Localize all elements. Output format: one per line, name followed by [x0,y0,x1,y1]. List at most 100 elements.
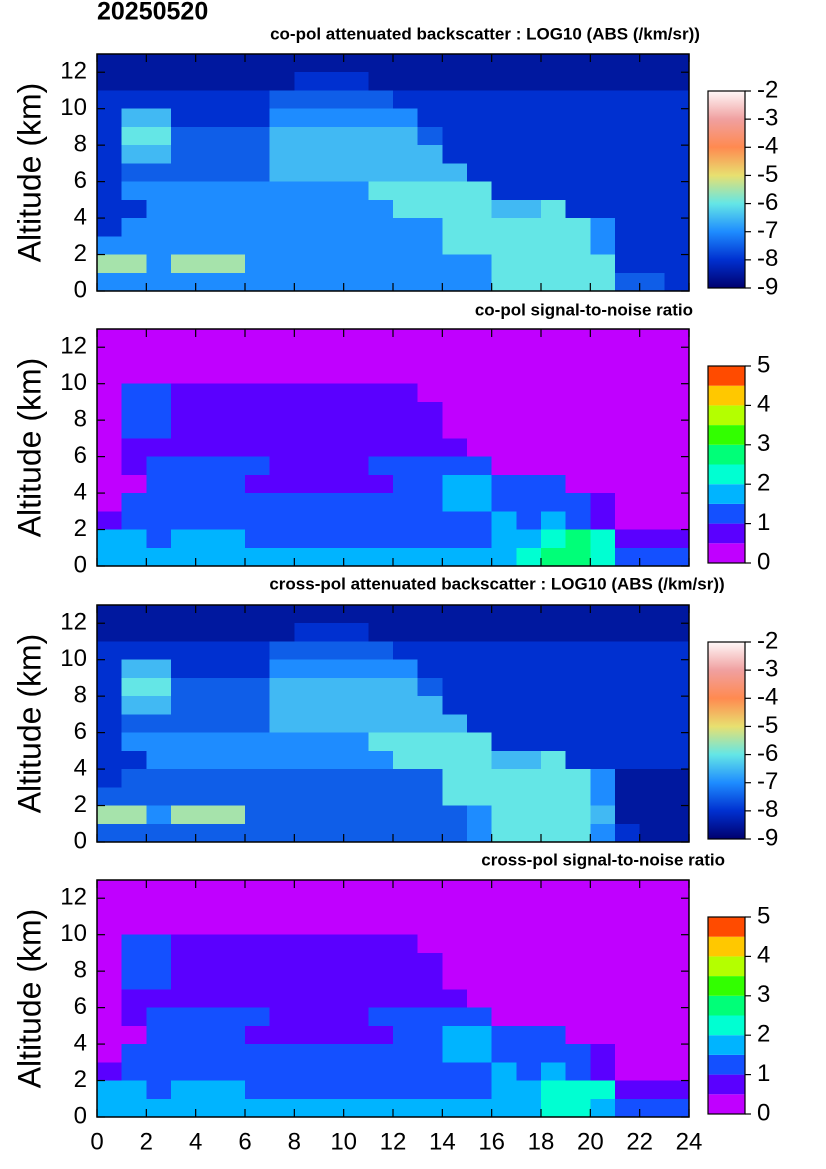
heat-cell [319,163,345,183]
heat-cell [146,420,172,439]
heat-cell [639,787,665,807]
heat-cell [615,347,641,366]
heat-cell [565,108,591,128]
heat-cell [319,605,345,624]
heat-cell [146,329,172,348]
y-tick-label: 10 [60,369,87,396]
heat-cell [615,989,641,1009]
heat-cell [664,916,689,936]
heat-cell [220,696,246,715]
heat-cell [220,72,246,91]
heat-cell [245,329,271,348]
heat-cell [417,1062,443,1082]
heat-cell [343,420,369,439]
heat-cell [319,126,345,146]
heat-cell [294,1098,320,1117]
heat-cell [146,401,172,421]
heat-cell [565,769,591,788]
heat-cell [121,787,147,807]
heat-cell [343,916,369,936]
heat-cell [121,199,147,219]
heat-cell [146,750,172,770]
heat-cell [319,769,345,788]
heat-cell [393,623,419,642]
heat-cell [565,641,591,661]
heat-cell [639,1080,665,1100]
heat-cell [368,474,394,494]
heat-cell [664,72,689,91]
heat-cell [467,254,493,274]
heat-cell [467,677,493,697]
colorbar-swatch [708,385,745,406]
heat-cell [171,605,197,624]
heat-cell [269,383,295,403]
heat-cell [541,218,567,237]
heat-cell [516,218,542,237]
heat-cell [294,493,320,512]
heat-cell [541,54,567,73]
heat-cell [565,420,591,439]
heat-cell [516,108,542,128]
heat-cell [393,547,419,566]
heat-cell [171,547,197,566]
heat-cell [368,898,394,917]
heat-cell [146,714,172,734]
heat-cell [393,163,419,183]
heat-cell [294,714,320,734]
heat-cell [639,898,665,917]
heat-cell [171,493,197,512]
heat-cell [171,54,197,73]
heat-cell [417,401,443,421]
heat-cell [146,880,172,899]
heat-cell [294,54,320,73]
heat-cell [97,1098,123,1117]
heat-cell [269,163,295,183]
colorbar-swatch [708,936,745,957]
heat-cell [664,329,689,348]
heat-cell [615,365,641,385]
heat-cell [393,456,419,476]
heat-cell [565,329,591,348]
heat-cell [294,952,320,972]
heat-cell [121,934,147,954]
heat-cell [516,787,542,807]
heat-cell [97,438,123,458]
heat-cell [343,1098,369,1117]
heat-cell [516,254,542,274]
heat-cell [368,54,394,73]
heat-cell [467,787,493,807]
heat-cell [516,880,542,899]
heat-cell [195,181,221,201]
heat-cell [343,1025,369,1045]
heat-cell [516,1062,542,1082]
heat-cell [294,805,320,825]
heatmap [97,605,689,842]
heat-cell [442,493,468,512]
y-tick-label: 0 [74,1102,87,1129]
heat-cell [171,641,197,661]
heat-cell [368,714,394,734]
heat-cell [269,1098,295,1117]
heat-cell [639,1025,665,1045]
heat-cell [121,420,147,439]
heat-cell [639,401,665,421]
heat-cell [97,236,123,256]
heat-cell [343,677,369,697]
heat-cell [590,623,616,642]
heat-cell [343,952,369,972]
heat-cell [664,547,689,566]
heat-cell [664,769,689,788]
heat-cell [269,623,295,642]
heat-cell [393,272,419,291]
heat-cell [491,623,517,642]
heat-cell [171,145,197,164]
heat-cell [97,108,123,128]
heat-cell [467,347,493,366]
heat-cell [146,898,172,917]
heat-cell [516,365,542,385]
heat-cell [541,1098,567,1117]
heat-cell [615,456,641,476]
heat-cell [467,769,493,788]
heat-cell [195,72,221,91]
heat-cell [368,108,394,128]
